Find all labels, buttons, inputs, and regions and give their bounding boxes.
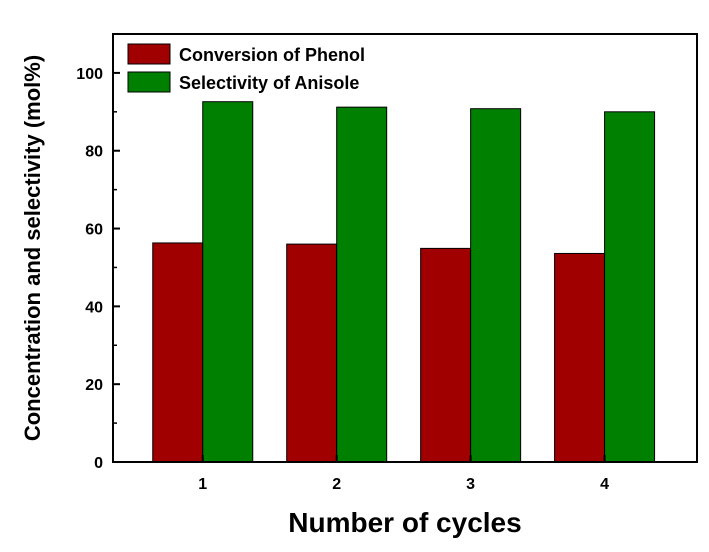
x-axis-ticks: 1 2 3 4 xyxy=(198,455,609,493)
y-tick-label: 20 xyxy=(85,377,103,394)
legend: Conversion of Phenol Selectivity of Aniso… xyxy=(127,43,365,93)
x-tick-label: 2 xyxy=(332,476,341,493)
bar-selectivity-cycle-2 xyxy=(336,106,388,463)
y-axis-ticks: 0 20 40 60 80 100 xyxy=(76,66,120,472)
bars-group xyxy=(152,101,656,463)
bar-conversion-cycle-1 xyxy=(152,242,204,463)
y-tick-label: 80 xyxy=(85,144,103,161)
bar-conversion-cycle-2 xyxy=(286,243,338,463)
y-tick-label: 40 xyxy=(85,299,103,316)
x-tick-label: 4 xyxy=(600,476,609,493)
legend-label-conversion: Conversion of Phenol xyxy=(179,45,365,65)
legend-label-selectivity: Selectivity of Anisole xyxy=(179,73,359,93)
bar-conversion-cycle-3 xyxy=(420,247,472,463)
y-tick-label: 60 xyxy=(85,222,103,239)
y-tick-label: 0 xyxy=(94,455,103,472)
y-axis-title: Concentration and selectivity (mol%) xyxy=(20,55,45,441)
bar-selectivity-cycle-1 xyxy=(202,101,254,463)
x-tick-label: 1 xyxy=(198,476,207,493)
legend-swatch-conversion xyxy=(127,43,171,65)
y-tick-label: 100 xyxy=(76,66,103,83)
bar-conversion-cycle-4 xyxy=(554,252,606,463)
bar-selectivity-cycle-4 xyxy=(604,111,656,463)
x-axis-title: Number of cycles xyxy=(288,507,521,538)
plot-frame xyxy=(112,33,698,463)
bar-selectivity-cycle-3 xyxy=(470,108,522,463)
legend-swatch-selectivity xyxy=(127,71,171,93)
x-tick-label: 3 xyxy=(466,476,475,493)
